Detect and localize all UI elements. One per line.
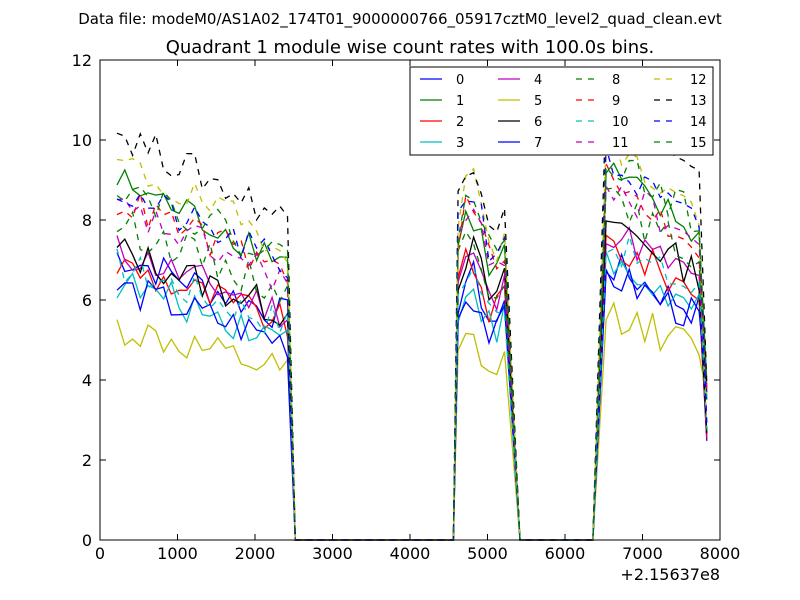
- series-line-11: [116, 183, 708, 541]
- x-tick-label: 8000: [700, 544, 741, 563]
- legend-label: 8: [612, 73, 620, 88]
- legend-label: 11: [612, 136, 629, 151]
- series-line-15: [116, 159, 708, 541]
- suptitle: Data file: modeM0/AS1A02_174T01_90000007…: [78, 10, 722, 29]
- x-tick-label: 3000: [312, 544, 353, 563]
- y-tick-label: 4: [82, 371, 92, 390]
- legend-label: 2: [456, 115, 464, 130]
- legend-label: 14: [690, 115, 707, 130]
- legend-label: 1: [456, 94, 464, 109]
- chart-title: Quadrant 1 module wise count rates with …: [166, 37, 655, 58]
- legend-box: [409, 66, 714, 156]
- y-tick-label: 6: [82, 291, 92, 310]
- x-tick-label: 4000: [390, 544, 431, 563]
- legend-label: 12: [690, 73, 707, 88]
- legend-label: 4: [534, 73, 542, 88]
- x-tick-label: 7000: [622, 544, 663, 563]
- x-tick-label: 5000: [467, 544, 508, 563]
- legend-label: 3: [456, 136, 464, 151]
- x-tick-label: 6000: [545, 544, 586, 563]
- y-tick-label: 2: [82, 451, 92, 470]
- legend-label: 10: [612, 115, 629, 130]
- x-offset-label: +2.15637e8: [620, 565, 720, 584]
- y-tick-label: 8: [82, 211, 92, 230]
- plot-frame: [99, 59, 721, 541]
- y-tick-label: 12: [72, 51, 92, 70]
- x-tick-label: 1000: [157, 544, 198, 563]
- series-line-14: [116, 147, 708, 541]
- y-tick-label: 10: [72, 131, 92, 150]
- axis-ticks: 0 1000 2000 3000 4000 5000 6000 7000 80000246810…: [72, 51, 741, 563]
- legend-label: 15: [690, 136, 707, 151]
- y-tick-label: 0: [82, 531, 92, 550]
- legend-label: 7: [534, 136, 542, 151]
- legend-label: 5: [534, 94, 542, 109]
- legend-label: 6: [534, 115, 542, 130]
- legend-label: 13: [690, 94, 707, 109]
- x-tick-label: 2000: [235, 544, 276, 563]
- legend-label: 9: [612, 94, 620, 109]
- x-tick-label: 0: [95, 544, 105, 563]
- legend-label: 0: [456, 73, 464, 88]
